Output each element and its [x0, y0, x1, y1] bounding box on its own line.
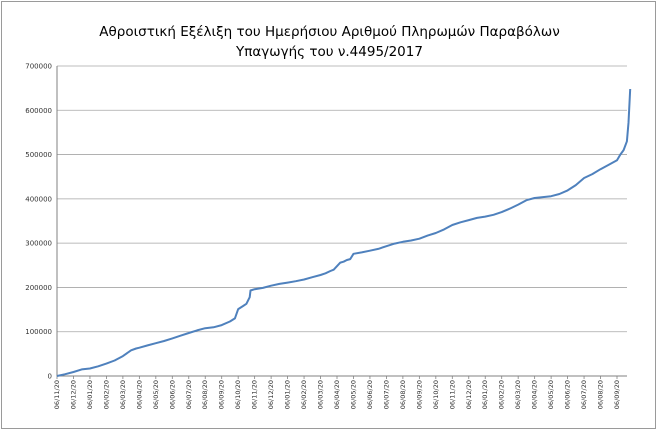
x-tick-label: 06/06/20 — [564, 380, 572, 409]
x-tick-label: 06/12/20 — [465, 380, 473, 409]
x-tick-label: 06/08/20 — [399, 380, 407, 409]
x-tick-label: 06/04/20 — [333, 380, 341, 409]
x-tick-label: 06/05/20 — [349, 380, 357, 409]
x-tick-label: 06/04/20 — [531, 380, 539, 409]
y-tick-label: 700000 — [25, 63, 52, 71]
chart-title: Αθροιστική Εξέλιξη του Ημερήσιου Αριθμού… — [2, 22, 657, 62]
x-tick-label: 06/11/20 — [251, 380, 259, 409]
y-tick-label: 300000 — [25, 240, 52, 248]
plot-area — [56, 88, 632, 377]
x-tick-label: 06/07/20 — [185, 380, 193, 409]
x-tick-label: 06/02/20 — [300, 380, 308, 409]
x-tick-label: 06/06/20 — [168, 380, 176, 409]
y-tick-label: 0 — [48, 373, 52, 381]
x-tick-label: 06/09/20 — [613, 380, 621, 409]
x-tick-label: 06/09/20 — [415, 380, 423, 409]
x-tick-label: 06/08/20 — [201, 380, 209, 409]
x-tick-label: 06/01/20 — [86, 380, 94, 409]
x-tick-label: 06/01/20 — [284, 380, 292, 409]
x-tick-label: 06/07/20 — [580, 380, 588, 409]
x-tick-label: 06/04/20 — [135, 380, 143, 409]
x-tick-label: 06/01/20 — [481, 380, 489, 409]
chart-title-line-1: Αθροιστική Εξέλιξη του Ημερήσιου Αριθμού… — [99, 24, 560, 40]
x-tick-label: 06/09/20 — [218, 380, 226, 409]
y-axis: 0 100000 200000 300000 400000 500000 600000 700… — [25, 63, 58, 381]
y-tick-label: 200000 — [25, 284, 52, 292]
x-tick-label: 06/10/20 — [432, 380, 440, 409]
x-tick-label: 06/08/20 — [597, 380, 605, 409]
series-line — [56, 88, 632, 377]
y-tick-label: 500000 — [25, 151, 52, 159]
x-tick-label: 06/12/20 — [267, 380, 275, 409]
x-tick-label: 06/10/20 — [234, 380, 242, 409]
x-axis: 06/11/20 06/12/20 06/01/20 06/02/20 06/03/20… — [53, 375, 627, 409]
x-tick-label: 06/05/20 — [547, 380, 555, 409]
x-tick-label: 06/11/20 — [53, 380, 61, 409]
x-tick-label: 06/07/20 — [382, 380, 390, 409]
gridlines — [57, 65, 627, 333]
x-tick-label: 06/12/20 — [69, 380, 77, 409]
x-tick-label: 06/02/20 — [498, 380, 506, 409]
x-tick-label: 06/02/20 — [102, 380, 110, 409]
x-tick-label: 06/11/20 — [448, 380, 456, 409]
x-tick-label: 06/06/20 — [366, 380, 374, 409]
y-tick-label: 100000 — [25, 328, 52, 336]
x-tick-label: 06/05/20 — [152, 380, 160, 409]
y-tick-label: 400000 — [25, 195, 52, 203]
x-tick-label: 06/03/20 — [119, 380, 127, 409]
y-tick-label: 600000 — [25, 107, 52, 115]
chart-title-line-2: Υπαγωγής του ν.4495/2017 — [236, 44, 423, 60]
x-tick-label: 06/03/20 — [514, 380, 522, 409]
x-tick-label: 06/03/20 — [317, 380, 325, 409]
